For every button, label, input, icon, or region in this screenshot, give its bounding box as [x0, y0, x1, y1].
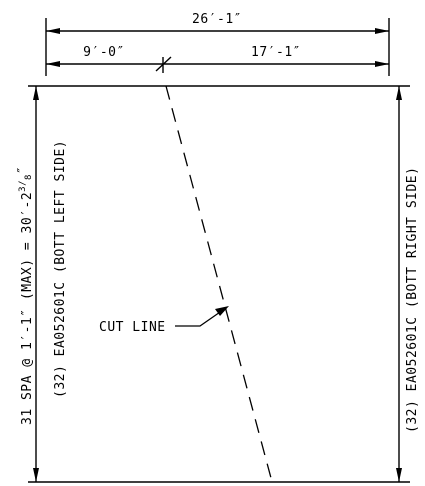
cut-line-label: CUT LINE: [99, 320, 166, 335]
spacing-inch-mark: ″: [16, 166, 31, 174]
cut-line-leader: [175, 309, 224, 327]
segment-dimension: 9′-0″ 17′-1″: [46, 45, 389, 73]
spacing-fraction-numerator: 3: [18, 186, 28, 192]
right-arrow-bottom: [396, 468, 402, 482]
arrowhead-seg-left: [46, 61, 60, 67]
segment-tick-slash: [155, 56, 172, 72]
overall-dimension: 26′-1″: [45, 12, 390, 76]
arrowhead-left: [46, 28, 60, 34]
left-arrow-bottom: [33, 468, 39, 482]
left-segment-label: 9′-0″: [83, 45, 125, 60]
left-vertical-dimension: 31 SPA @ 1′-1″ (MAX) = 30′-23/8″ (32) EA…: [16, 85, 68, 483]
cut-line-callout: CUT LINE: [99, 306, 229, 335]
spacing-label: 31 SPA @ 1′-1″ (MAX) = 30′-23/8″: [16, 166, 35, 425]
right-bar-mark-label: (32) EA052601C (BOTT RIGHT SIDE): [405, 167, 420, 433]
overall-width-label: 26′-1″: [192, 12, 242, 27]
spacing-fraction-denominator: 8: [24, 174, 34, 180]
arrowhead-seg-right: [375, 61, 389, 67]
left-arrow-top: [33, 86, 39, 100]
right-segment-label: 17′-1″: [251, 45, 301, 60]
left-bar-mark-label: (32) EA052601C (BOTT LEFT SIDE): [53, 140, 68, 398]
cut-line-leader-arrow: [215, 306, 229, 316]
right-vertical-dimension: (32) EA052601C (BOTT RIGHT SIDE): [389, 85, 420, 483]
arrowhead-right: [375, 28, 389, 34]
right-arrow-top: [396, 86, 402, 100]
spacing-text: 31 SPA @ 1′-1″ (MAX) = 30′-2: [20, 192, 35, 425]
spacing-fraction-bar: /: [18, 180, 28, 186]
cut-line-dashed: [165, 85, 272, 479]
